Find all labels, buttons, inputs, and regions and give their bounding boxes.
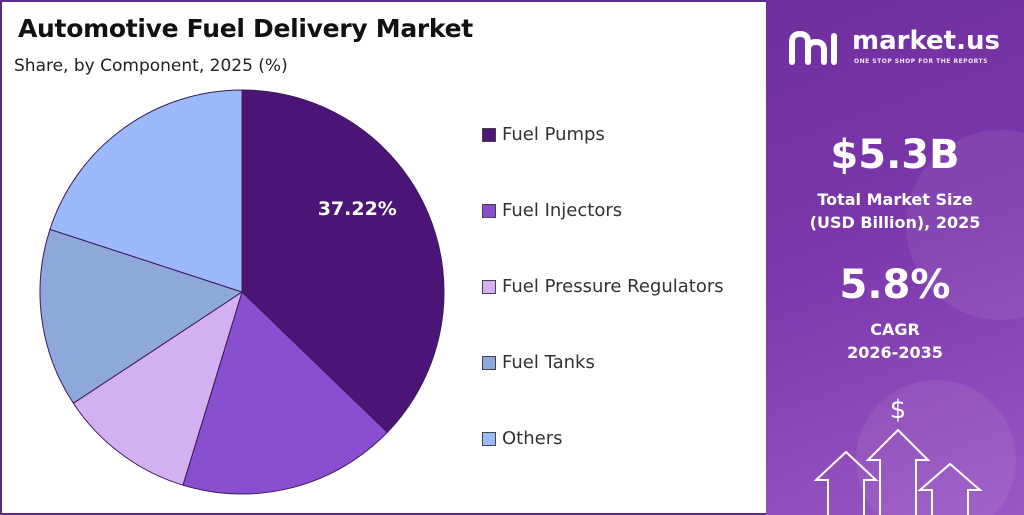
legend-item: Others (482, 428, 563, 449)
legend-label: Fuel Tanks (502, 352, 595, 373)
legend-item: Fuel Pumps (482, 124, 605, 145)
chart-title: Automotive Fuel Delivery Market (18, 14, 473, 43)
legend-item: Fuel Tanks (482, 352, 595, 373)
pie-slice-fuel-injectors (182, 291, 389, 495)
chart-panel: Automotive Fuel Delivery Market Share, b… (0, 0, 766, 515)
market-us-logo-icon (789, 30, 837, 65)
legend-swatch (482, 355, 496, 370)
pie-data-label: 37.22% (318, 198, 397, 220)
growth-arrows-icon: $ (813, 395, 983, 515)
pie-chart: 37.22% (39, 89, 445, 495)
brand: market.us ONE STOP SHOP FOR THE REPORTS (788, 26, 1008, 70)
legend-swatch (482, 127, 496, 142)
pie-slice-fuel-pumps (241, 89, 445, 434)
brand-name: market.us (852, 26, 1000, 56)
pie-slice-others (49, 89, 243, 293)
legend-label: Fuel Injectors (502, 200, 623, 221)
cagr-label-line2: 2026-2035 (847, 343, 943, 362)
legend-item: Fuel Injectors (482, 200, 622, 221)
background-circle (856, 380, 1016, 515)
market-size-label-line2: (USD Billion), 2025 (809, 213, 981, 232)
dollar-sign-icon: $ (890, 395, 907, 425)
legend-swatch (482, 203, 496, 218)
brand-tagline: ONE STOP SHOP FOR THE REPORTS (854, 58, 988, 65)
market-size-value: $5.3B (830, 132, 960, 178)
legend-label: Fuel Pressure Regulators (502, 276, 724, 297)
chart-subtitle: Share, by Component, 2025 (%) (14, 56, 288, 76)
cagr-value: 5.8% (839, 262, 951, 308)
legend-label: Fuel Pumps (502, 124, 605, 145)
legend-item: Fuel Pressure Regulators (482, 276, 724, 297)
pie-slice-fuel-tanks (39, 228, 244, 404)
summary-sidebar: market.us ONE STOP SHOP FOR THE REPORTS … (766, 0, 1024, 515)
legend-swatch (482, 431, 496, 446)
legend-swatch (482, 279, 496, 294)
market-size-label-line1: Total Market Size (817, 190, 973, 209)
cagr-label-line1: CAGR (870, 320, 920, 339)
legend-label: Others (502, 428, 563, 449)
pie-slice-fuel-pressure-regulators (72, 290, 243, 486)
